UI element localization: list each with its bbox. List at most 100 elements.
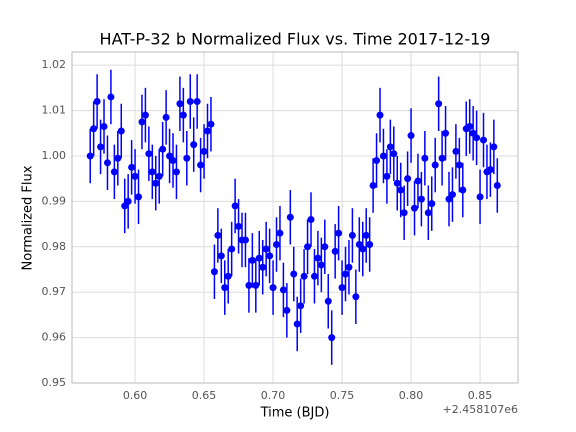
data-point [293, 320, 301, 328]
data-point [407, 132, 415, 140]
data-point [235, 222, 243, 230]
data-point [411, 204, 419, 212]
data-point [110, 168, 118, 176]
data-point [304, 243, 312, 251]
data-point [404, 175, 412, 183]
x-tick-label: 0.75 [330, 389, 355, 402]
data-point [362, 231, 370, 239]
data-point [100, 122, 108, 130]
data-point [148, 168, 156, 176]
data-point [438, 154, 446, 162]
data-point [307, 216, 315, 224]
data-point [128, 163, 136, 171]
data-point [103, 159, 111, 167]
y-tick-label: 0.96 [42, 331, 67, 344]
x-axis-label: Time (BJD) [260, 406, 330, 421]
data-point [390, 150, 398, 158]
data-point [245, 281, 253, 289]
data-point [117, 127, 125, 135]
data-point [217, 252, 225, 260]
data-point [186, 97, 194, 105]
data-point [321, 243, 329, 251]
y-tick-label: 1.00 [42, 149, 67, 162]
data-point [276, 229, 284, 237]
data-point [397, 186, 405, 194]
y-axis-label: Normalized Flux [21, 165, 36, 270]
y-tick-label: 0.98 [42, 240, 67, 253]
data-point [414, 177, 422, 185]
data-point [317, 261, 325, 269]
data-point [152, 179, 160, 187]
x-tick-label: 0.85 [468, 389, 493, 402]
data-point [255, 254, 263, 262]
data-point [221, 284, 229, 292]
data-point [476, 193, 484, 201]
x-tick-label: 0.60 [123, 389, 148, 402]
data-point [162, 113, 170, 121]
data-point [141, 111, 149, 119]
data-point [348, 231, 356, 239]
data-point [193, 97, 201, 105]
data-point [331, 247, 339, 255]
data-point [493, 181, 501, 189]
data-point [324, 297, 332, 305]
data-point [86, 152, 94, 160]
data-point [338, 284, 346, 292]
data-point [159, 145, 167, 153]
data-point [417, 195, 425, 203]
data-point [97, 143, 105, 151]
data-point [228, 245, 236, 253]
x-tick-label: 0.80 [399, 389, 424, 402]
data-point [190, 141, 198, 149]
data-point [383, 172, 391, 180]
y-tick-label: 0.95 [42, 376, 67, 389]
data-point [486, 166, 494, 174]
data-point [231, 202, 239, 210]
data-point [200, 147, 208, 155]
data-point [424, 209, 432, 217]
data-point [421, 154, 429, 162]
data-point [197, 161, 205, 169]
data-point [480, 136, 488, 144]
data-point [286, 213, 294, 221]
data-point [359, 245, 367, 253]
data-point [145, 150, 153, 158]
data-point [400, 209, 408, 217]
data-point [172, 168, 180, 176]
y-tick-label: 1.02 [42, 58, 67, 71]
data-point [114, 154, 122, 162]
y-tick-label: 1.01 [42, 104, 67, 117]
y-tick-label: 0.97 [42, 285, 67, 298]
data-point [459, 186, 467, 194]
data-point [335, 229, 343, 237]
data-point [224, 272, 232, 280]
data-point [183, 154, 191, 162]
data-point [179, 111, 187, 119]
data-point [455, 161, 463, 169]
data-point [169, 157, 177, 165]
data-point [310, 272, 318, 280]
x-tick-label: 0.65 [192, 389, 217, 402]
data-point [393, 179, 401, 187]
data-point [431, 161, 439, 169]
data-point [155, 172, 163, 180]
data-point [300, 272, 308, 280]
data-point [297, 302, 305, 310]
data-point [490, 143, 498, 151]
data-point [176, 100, 184, 108]
data-point [269, 284, 277, 292]
data-point [328, 334, 336, 342]
data-point [204, 127, 212, 135]
data-point [428, 200, 436, 208]
data-point [386, 143, 394, 151]
data-point [369, 181, 377, 189]
data-point [138, 118, 146, 126]
data-point [442, 129, 450, 137]
data-point [473, 134, 481, 142]
data-point [452, 147, 460, 155]
data-point [290, 270, 298, 278]
x-tick-label: 0.70 [261, 389, 286, 402]
data-point [376, 111, 384, 119]
data-point [252, 281, 260, 289]
